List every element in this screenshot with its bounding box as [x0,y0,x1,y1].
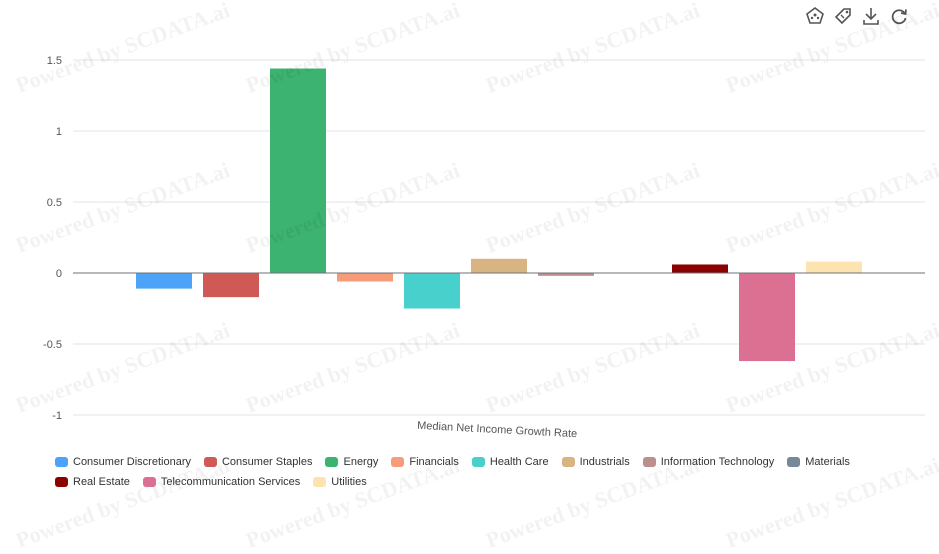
legend-swatch [55,477,68,487]
y-tick-label: -0.5 [43,339,62,351]
grid-lines [73,59,925,416]
legend-item[interactable]: Health Care [471,456,549,468]
legend-swatch [787,457,801,467]
bar-consumer-discretionary[interactable] [136,273,192,289]
legend-label: Materials [805,456,850,468]
legend-swatch [325,457,339,467]
legend-item[interactable]: Real Estate [55,476,130,488]
legend-label: Consumer Staples [221,456,313,468]
legend-item[interactable]: Consumer Staples [203,456,313,468]
legend-item[interactable]: Telecommunication Services [142,476,301,488]
y-tick-label: 0 [56,268,62,280]
legend-label: Information Technology [660,456,775,468]
legend-item[interactable]: Consumer Discretionary [55,456,191,468]
legend-swatch [55,457,68,467]
legend-label: Health Care [489,456,549,468]
legend-item[interactable]: Financials [391,456,459,468]
bar-telecommunication-services[interactable] [739,273,795,362]
download-icon[interactable] [861,6,881,26]
legend-swatch [203,457,217,467]
bar-consumer-staples[interactable] [203,273,259,298]
y-axis-ticks: 1.5 1 0.5 0 -0.5 -1 [43,55,62,422]
refresh-icon[interactable] [889,6,909,26]
y-tick-label: -1 [52,410,62,422]
y-tick-label: 1 [56,126,62,138]
tag-icon[interactable] [833,6,853,26]
legend-label: Energy [343,456,379,468]
x-axis-label: Median Net Income Growth Rate [417,420,578,440]
legend-swatch [391,457,405,467]
legend-label: Financials [409,456,459,468]
legend-label: Utilities [331,476,367,488]
bar-financials[interactable] [337,273,393,282]
legend: Consumer Discretionary Consumer Staples En… [55,456,915,488]
bars [136,68,862,362]
legend-swatch [313,477,327,487]
legend-swatch [142,477,156,487]
legend-item[interactable]: Utilities [313,476,367,488]
bar-chart: 1.5 1 0.5 0 -0.5 -1 Median Net Income Growth … [43,55,925,440]
chart-type-icon[interactable] [805,6,825,26]
legend-label: Consumer Discretionary [73,456,191,468]
legend-item[interactable]: Materials [787,456,850,468]
bar-health-care[interactable] [404,273,460,309]
legend-item[interactable]: Information Technology [642,456,775,468]
y-tick-label: 1.5 [47,55,62,67]
legend-label: Telecommunication Services [160,476,301,488]
y-tick-label: 0.5 [47,197,62,209]
bar-utilities[interactable] [806,261,862,273]
toolbar [805,6,909,26]
legend-swatch [471,457,485,467]
bar-information-technology[interactable] [538,273,594,276]
bar-industrials[interactable] [471,258,527,273]
legend-swatch [642,457,656,467]
legend-label: Industrials [579,456,630,468]
legend-item[interactable]: Industrials [561,456,630,468]
legend-label: Real Estate [73,476,130,488]
bar-energy[interactable] [270,68,326,274]
legend-item[interactable]: Energy [325,456,378,468]
legend-swatch [561,457,575,467]
bar-real-estate[interactable] [672,264,728,273]
